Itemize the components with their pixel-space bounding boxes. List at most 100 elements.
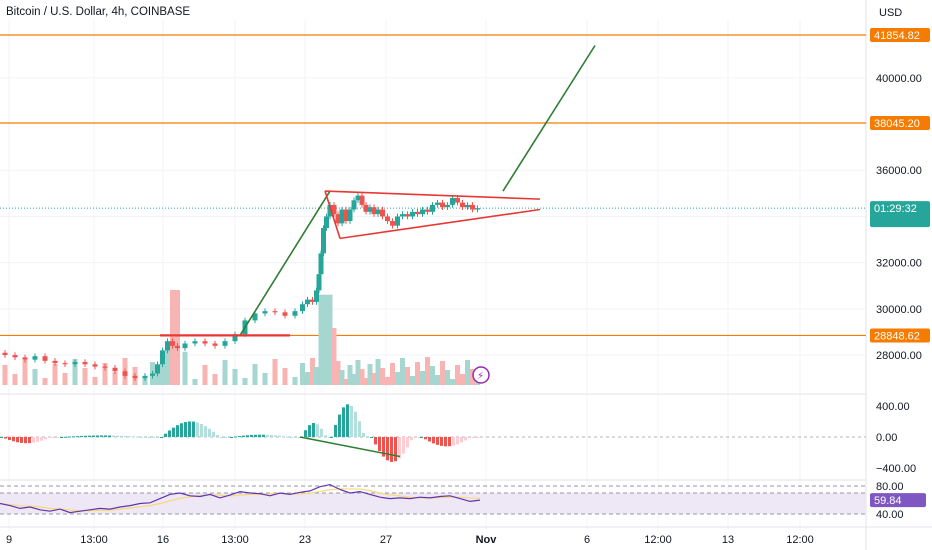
osc-bar — [128, 436, 131, 438]
osc-bar — [204, 426, 207, 437]
osc-bar — [308, 425, 311, 437]
level-label: 38045.20 — [874, 118, 920, 130]
osc-bar — [60, 437, 63, 438]
volume-bar — [102, 363, 108, 385]
volume-bar — [405, 367, 410, 385]
volume-bar — [440, 361, 445, 385]
time-tick-label: 12:00 — [786, 534, 814, 546]
candle-body — [142, 375, 148, 379]
candle-body — [371, 207, 377, 215]
candle-body — [305, 299, 310, 305]
volume-bar — [455, 365, 460, 385]
candle-body — [282, 312, 288, 316]
candle-body — [132, 375, 138, 379]
candle-body — [2, 352, 8, 356]
osc-bar — [334, 424, 337, 437]
volume-bar — [212, 374, 218, 385]
candle-body — [300, 304, 305, 312]
osc-bar — [444, 437, 447, 447]
uptrend-line — [239, 190, 331, 336]
osc-bar — [148, 437, 151, 438]
volume-bar — [252, 364, 258, 385]
candle-body — [380, 209, 385, 217]
volume-bar — [202, 365, 208, 385]
volume-bar — [395, 372, 400, 385]
osc-bar — [238, 436, 241, 438]
price-tick-label: 36000.00 — [876, 165, 922, 177]
osc-bar — [274, 435, 277, 437]
volume-bar — [339, 370, 345, 385]
currency-selector[interactable]: USD — [879, 7, 903, 19]
candle-body — [327, 204, 333, 217]
triangle-left-edge — [324, 190, 341, 239]
volume-bar — [327, 294, 333, 385]
candle-body — [92, 364, 98, 367]
candle-body — [112, 367, 118, 372]
volume-bar — [415, 362, 420, 385]
osc-bar — [414, 437, 417, 438]
osc-bar — [250, 434, 253, 437]
osc-bar — [32, 437, 35, 443]
osc-bar — [192, 421, 195, 437]
osc-bar — [144, 437, 147, 438]
level-label: 41854.82 — [874, 30, 920, 42]
candle-body — [122, 371, 128, 376]
volume-bar — [232, 369, 238, 385]
osc-bar — [428, 437, 431, 442]
volume-bar — [82, 368, 88, 385]
candle-body — [395, 216, 400, 226]
candle-body — [430, 204, 435, 212]
osc-bar — [402, 437, 405, 454]
candle-body — [192, 341, 198, 344]
volume-bar — [430, 366, 435, 385]
osc-bar — [436, 437, 439, 445]
osc-bar — [16, 437, 19, 443]
time-tick-label: 12:00 — [644, 534, 672, 546]
osc-bar — [424, 437, 427, 440]
projection-line — [502, 45, 596, 192]
osc-bar — [56, 437, 59, 438]
osc-bar — [36, 437, 39, 442]
osc-bar — [298, 437, 301, 438]
lightning-icon — [472, 366, 490, 384]
volume-bar — [242, 378, 248, 385]
price-tick-label: 30000.00 — [876, 304, 922, 316]
osc-bar — [304, 430, 307, 437]
osc-bar — [270, 435, 273, 437]
osc-bar — [432, 437, 435, 444]
countdown-label: 01:29:32 — [874, 203, 917, 215]
osc-bar — [472, 437, 475, 438]
osc-bar — [220, 437, 223, 438]
volume-bar — [272, 359, 278, 385]
osc-bar — [468, 437, 471, 439]
candle-body — [160, 350, 165, 365]
volume-bar — [192, 379, 198, 385]
candle-body — [314, 290, 319, 302]
osc-bar — [406, 437, 409, 448]
candle-body — [272, 311, 278, 313]
candle-body — [339, 209, 345, 224]
candle-body — [222, 341, 228, 346]
candle-body — [72, 361, 78, 365]
osc-bar — [374, 437, 377, 445]
last-price-tag — [870, 201, 930, 228]
time-tick-label: Nov — [476, 534, 498, 546]
osc-bar — [156, 437, 159, 438]
candle-body — [335, 214, 341, 224]
osc-bar — [76, 436, 79, 438]
osc-bar — [44, 437, 47, 440]
osc-bar — [80, 435, 83, 437]
osc-bar — [140, 436, 143, 438]
osc-bar — [88, 435, 91, 437]
osc-bar — [104, 435, 107, 437]
candle-body — [82, 361, 88, 365]
osc-bar — [328, 437, 331, 438]
osc-bar — [410, 437, 413, 441]
candle-body — [182, 343, 188, 349]
osc-bar — [196, 422, 199, 437]
candle-body — [363, 204, 369, 212]
osc-bar — [176, 425, 179, 437]
time-tick-label: 16 — [157, 534, 169, 546]
osc-bar — [8, 437, 11, 441]
